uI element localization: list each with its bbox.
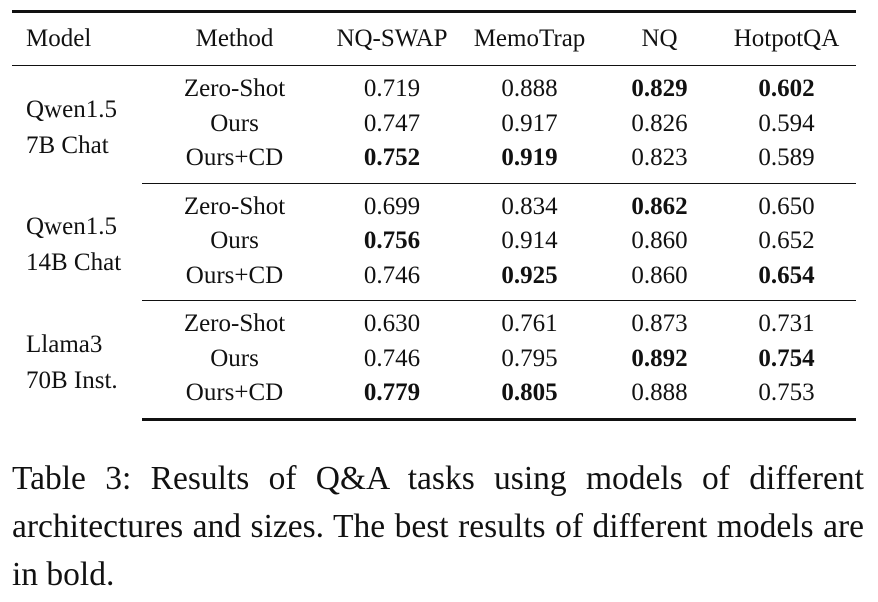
value-cell: 0.761 (501, 310, 558, 338)
value-cell: 0.756 (363, 227, 421, 255)
method-cell: Ours (210, 227, 259, 255)
table-row: Ours 0.746 0.795 0.892 0.754 (12, 342, 856, 377)
model-size: 70B Inst. (26, 366, 118, 394)
method-cell: Ours (210, 344, 259, 372)
model-name: Qwen1.5 (26, 212, 117, 240)
value-cell: 0.752 (327, 141, 457, 184)
value-cell: 0.860 (602, 258, 717, 301)
method-cell: Ours+CD (142, 376, 327, 421)
model-cell: Qwen1.5 7B Chat (12, 66, 142, 184)
table-row: Ours+CD 0.779 0.805 0.888 0.753 (12, 376, 856, 421)
value-cell: 0.834 (501, 192, 558, 220)
model-cell: Qwen1.5 14B Chat (12, 183, 142, 301)
model-name: Qwen1.5 (26, 95, 117, 123)
value-cell: 0.602 (758, 75, 815, 103)
value-cell: 0.914 (501, 227, 558, 255)
table-row: Ours+CD 0.746 0.925 0.860 0.654 (12, 258, 856, 301)
header-nq-swap: NQ-SWAP (327, 10, 457, 66)
header-memotrap: MemoTrap (457, 10, 602, 66)
value-cell: 0.805 (457, 376, 602, 421)
model-size: 14B Chat (26, 248, 122, 276)
value-cell: 0.860 (631, 227, 688, 255)
header-method: Method (142, 10, 327, 66)
results-table: Model Method NQ-SWAP MemoTrap NQ HotpotQ… (12, 10, 856, 421)
model-name: Llama3 (26, 330, 103, 358)
table-row: Ours 0.756 0.914 0.860 0.652 (12, 224, 856, 259)
table-row: Llama3 70B Inst. Zero-Shot 0.630 0.761 0… (12, 301, 856, 394)
value-cell: 0.719 (363, 75, 421, 103)
value-cell: 0.826 (631, 109, 688, 137)
value-cell: 0.650 (758, 192, 815, 220)
method-cell: Zero-Shot (183, 310, 286, 338)
value-cell: 0.795 (501, 344, 558, 372)
value-cell: 0.888 (602, 376, 717, 421)
value-cell: 0.823 (602, 141, 717, 184)
value-cell: 0.873 (631, 310, 688, 338)
value-cell: 0.892 (631, 344, 688, 372)
value-cell: 0.699 (363, 192, 421, 220)
value-cell: 0.754 (758, 344, 815, 372)
value-cell: 0.594 (758, 109, 815, 137)
value-cell: 0.917 (501, 109, 558, 137)
header-row: Model Method NQ-SWAP MemoTrap NQ HotpotQ… (12, 10, 856, 66)
value-cell: 0.731 (758, 310, 815, 338)
method-cell: Ours+CD (142, 141, 327, 184)
table-row: Qwen1.5 7B Chat Zero-Shot 0.719 0.888 0.… (12, 66, 856, 158)
value-cell: 0.747 (363, 109, 421, 137)
table-body: Qwen1.5 7B Chat Zero-Shot 0.719 0.888 0.… (12, 66, 856, 421)
model-cell: Llama3 70B Inst. (12, 301, 142, 420)
method-cell: Ours (210, 109, 259, 137)
value-cell: 0.746 (363, 344, 421, 372)
model-size: 7B Chat (26, 131, 109, 159)
value-cell: 0.862 (631, 192, 688, 220)
method-cell: Zero-Shot (183, 192, 286, 220)
table-row: Ours+CD 0.752 0.919 0.823 0.589 (12, 141, 856, 184)
table-row: Ours 0.747 0.917 0.826 0.594 (12, 107, 856, 142)
table-caption: Table 3: Results of Q&A tasks using mode… (12, 460, 864, 593)
value-cell: 0.925 (457, 258, 602, 301)
header-nq: NQ (602, 10, 717, 66)
value-cell: 0.589 (717, 141, 856, 184)
value-cell: 0.779 (327, 376, 457, 421)
value-cell: 0.829 (631, 75, 688, 103)
value-cell: 0.919 (457, 141, 602, 184)
value-cell: 0.753 (717, 376, 856, 421)
value-cell: 0.654 (717, 258, 856, 301)
table-row: Qwen1.5 14B Chat Zero-Shot 0.699 0.834 0… (12, 183, 856, 276)
header-hotpotqa: HotpotQA (717, 10, 856, 66)
header-model: Model (12, 10, 142, 66)
results-table-container: Model Method NQ-SWAP MemoTrap NQ HotpotQ… (12, 10, 856, 421)
method-cell: Zero-Shot (183, 75, 286, 103)
value-cell: 0.888 (501, 75, 558, 103)
value-cell: 0.630 (363, 310, 421, 338)
value-cell: 0.652 (758, 227, 815, 255)
value-cell: 0.746 (327, 258, 457, 301)
method-cell: Ours+CD (142, 258, 327, 301)
